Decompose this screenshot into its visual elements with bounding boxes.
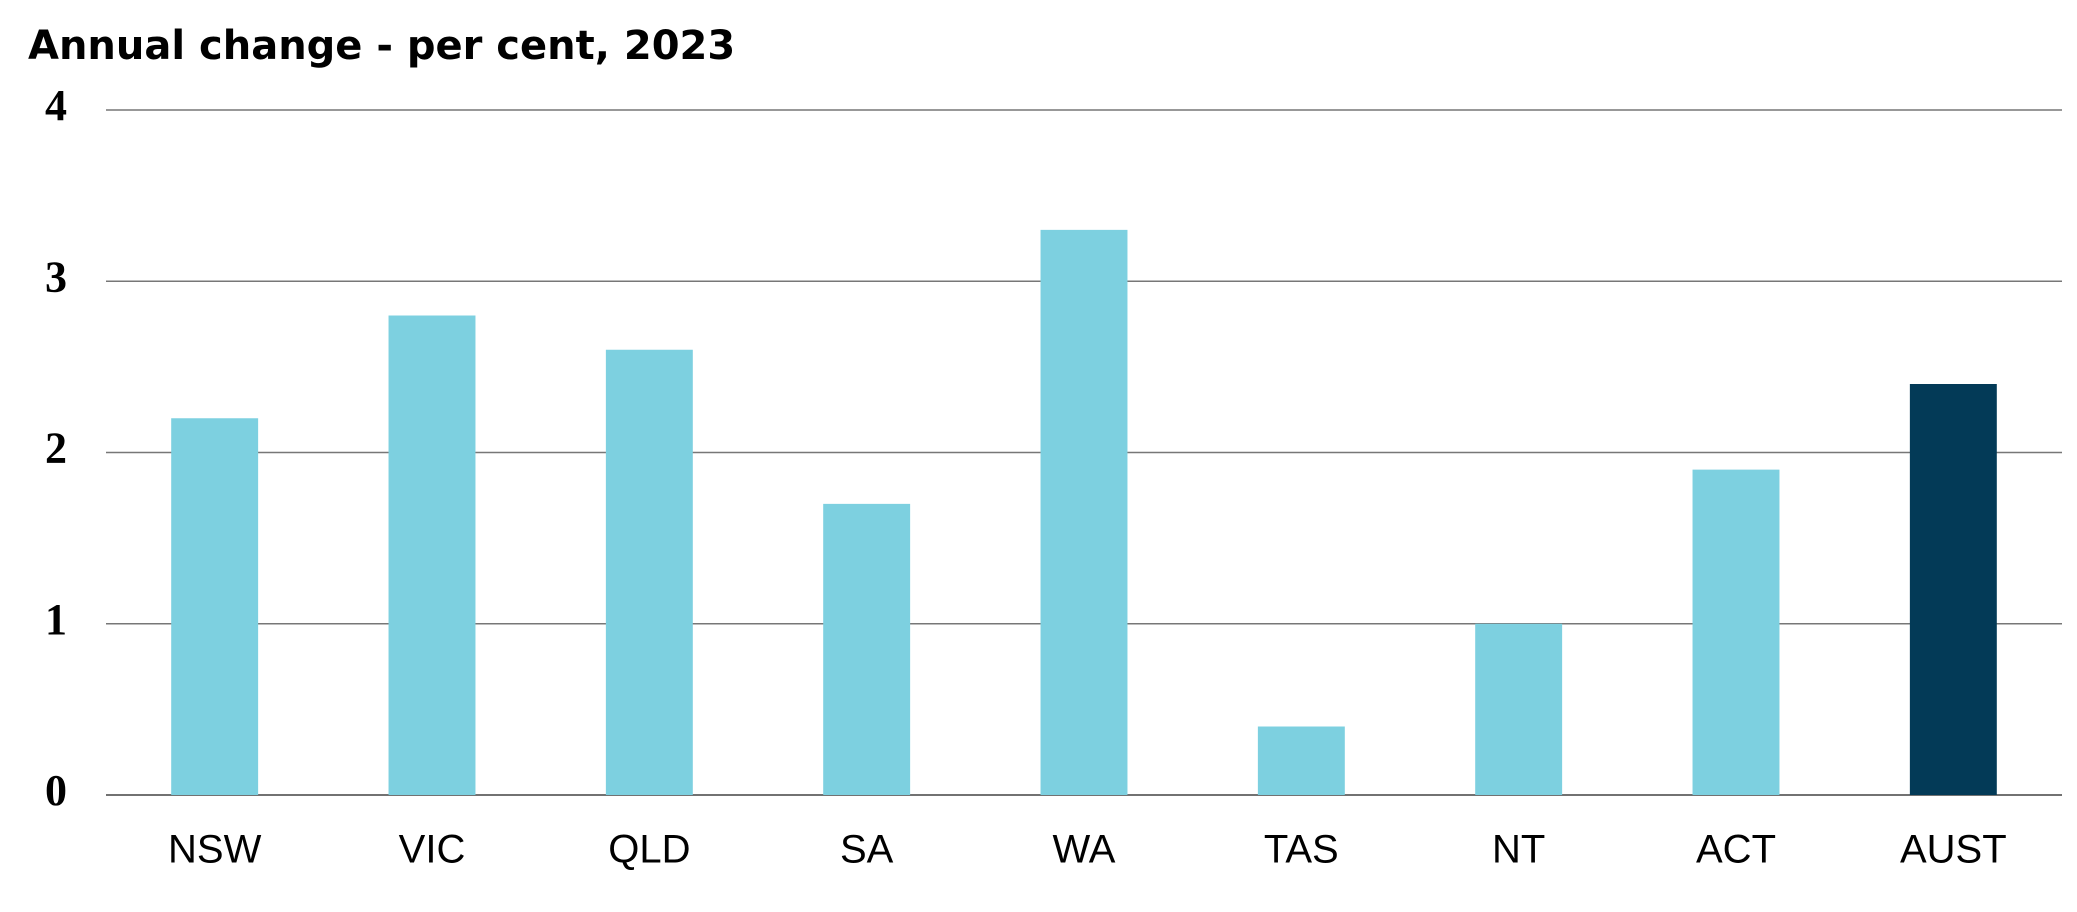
y-tick-label: 3 xyxy=(45,252,67,301)
bar xyxy=(1475,623,1563,795)
bar xyxy=(388,315,476,795)
x-tick-label: AUST xyxy=(1900,828,2007,872)
x-tick-label: NT xyxy=(1492,828,1545,872)
x-tick-label: QLD xyxy=(608,828,690,872)
x-tick-label: SA xyxy=(840,828,894,872)
x-tick-label: TAS xyxy=(1264,828,1339,872)
x-tick-label: NSW xyxy=(168,828,262,872)
chart-title: Annual change - per cent, 2023 xyxy=(28,23,735,69)
bar xyxy=(605,349,693,795)
y-tick-label: 2 xyxy=(45,424,67,473)
x-tick-label: WA xyxy=(1053,828,1116,872)
y-tick-label: 4 xyxy=(45,81,67,130)
bar xyxy=(171,418,259,795)
y-tick-label: 0 xyxy=(45,766,67,815)
bar xyxy=(1040,229,1128,795)
bar xyxy=(823,503,911,795)
bar xyxy=(1257,726,1345,795)
bar xyxy=(1909,384,1997,795)
x-tick-label: VIC xyxy=(399,828,466,872)
x-tick-label: ACT xyxy=(1696,828,1776,872)
bar xyxy=(1692,469,1780,795)
y-tick-label: 1 xyxy=(45,595,67,644)
